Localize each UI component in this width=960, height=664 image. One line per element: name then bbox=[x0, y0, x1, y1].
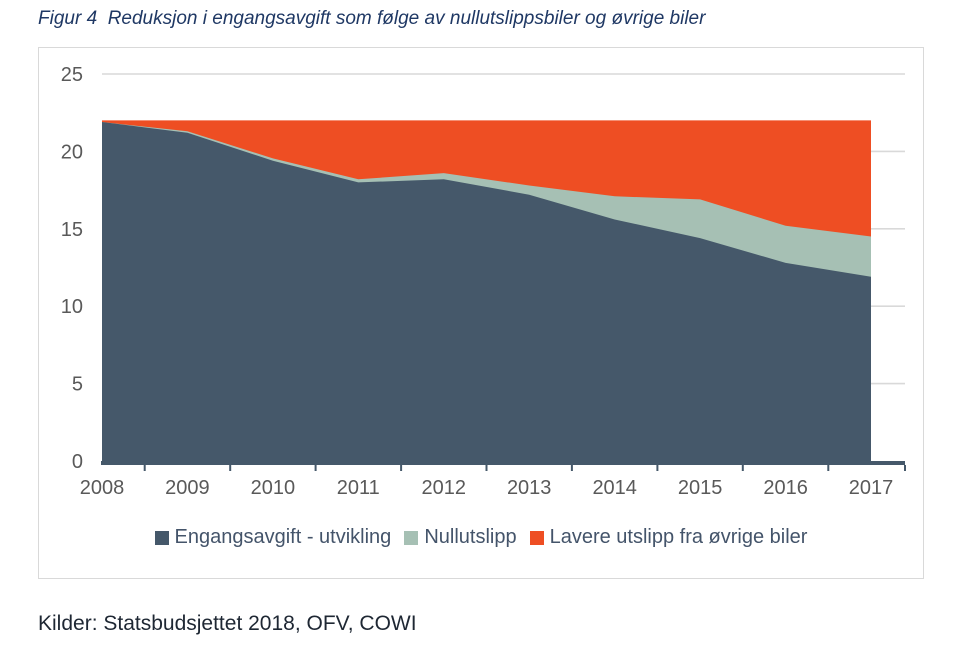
svg-text:25: 25 bbox=[61, 64, 83, 86]
svg-text:2013: 2013 bbox=[507, 477, 552, 499]
svg-text:2014: 2014 bbox=[592, 477, 637, 499]
svg-text:2015: 2015 bbox=[678, 477, 723, 499]
svg-text:2008: 2008 bbox=[80, 477, 125, 499]
stacked-area-chart: 0 5 10 15 20 25 2008 2009 2010 2011 2012 2013 2014 20… bbox=[61, 64, 906, 499]
legend-swatch-lavere-utslipp-icon bbox=[529, 530, 544, 545]
legend-item-nullutslipp: Nullutslipp bbox=[404, 526, 517, 549]
legend-label-nullutslipp: Nullutslipp bbox=[424, 526, 517, 548]
svg-text:0: 0 bbox=[72, 451, 83, 473]
svg-text:2010: 2010 bbox=[251, 477, 296, 499]
svg-text:2016: 2016 bbox=[763, 477, 808, 499]
legend-swatch-engangsavgift-icon bbox=[154, 530, 169, 545]
svg-text:2009: 2009 bbox=[165, 477, 210, 499]
legend-label-engangsavgift: Engangsavgift - utvikling bbox=[174, 526, 392, 548]
legend-item-engangsavgift: Engangsavgift - utvikling bbox=[154, 526, 392, 549]
legend-item-lavere-utslipp: Lavere utslipp fra øvrige biler bbox=[529, 526, 808, 549]
svg-text:15: 15 bbox=[61, 219, 83, 241]
svg-text:2011: 2011 bbox=[337, 477, 380, 499]
svg-text:20: 20 bbox=[61, 141, 83, 163]
source-caption: Kilder: Statsbudsjettet 2018, OFV, COWI bbox=[38, 612, 417, 635]
svg-text:2017: 2017 bbox=[849, 477, 894, 499]
svg-text:10: 10 bbox=[61, 296, 83, 318]
svg-text:2012: 2012 bbox=[422, 477, 467, 499]
chart-container: 0 5 10 15 20 25 2008 2009 2010 2011 2012 2013 2014 20… bbox=[38, 47, 924, 579]
chart-legend: Engangsavgift - utvikling Nullutslipp La… bbox=[39, 526, 923, 549]
legend-label-lavere-utslipp: Lavere utslipp fra øvrige biler bbox=[549, 526, 808, 548]
legend-swatch-nullutslipp-icon bbox=[404, 530, 419, 545]
svg-text:5: 5 bbox=[72, 374, 83, 396]
figure-title: Figur 4 Reduksjon i engangsavgift som fø… bbox=[38, 8, 706, 29]
